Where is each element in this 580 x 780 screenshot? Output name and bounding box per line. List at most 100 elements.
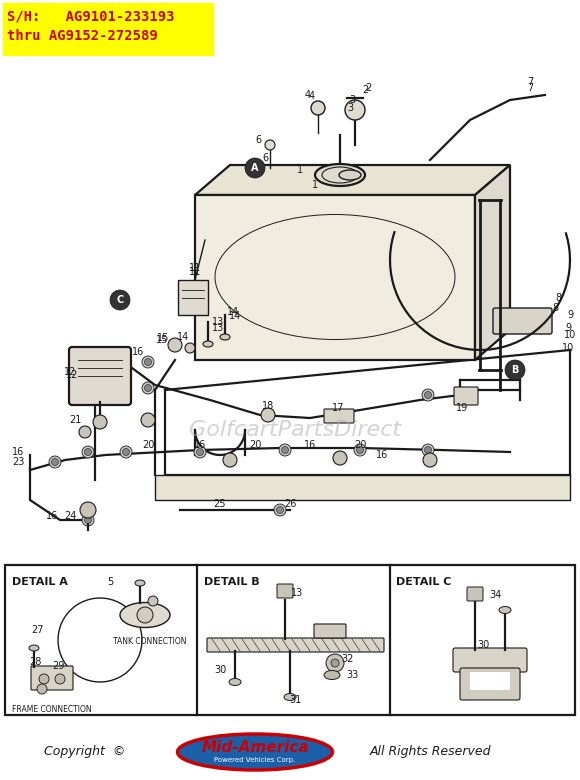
Ellipse shape [120, 602, 170, 627]
FancyBboxPatch shape [277, 584, 293, 598]
Text: C: C [117, 295, 124, 305]
Circle shape [142, 382, 154, 394]
Text: 8: 8 [555, 293, 561, 303]
Circle shape [141, 413, 155, 427]
Text: 11: 11 [189, 267, 201, 277]
Circle shape [82, 446, 94, 458]
Text: 6: 6 [255, 135, 261, 145]
Text: 14: 14 [229, 311, 241, 321]
Text: 15: 15 [157, 333, 169, 343]
Text: 16: 16 [12, 447, 24, 457]
Text: 26: 26 [284, 499, 296, 509]
Text: 2: 2 [365, 83, 371, 93]
Circle shape [55, 674, 65, 684]
Circle shape [148, 596, 158, 606]
Text: Powered Vehicles Corp.: Powered Vehicles Corp. [215, 757, 296, 763]
FancyBboxPatch shape [69, 347, 131, 405]
Text: 13: 13 [212, 317, 224, 327]
Bar [3, 3, 213, 55]
Circle shape [281, 446, 288, 453]
Bar [470, 672, 510, 690]
Circle shape [422, 389, 434, 401]
Ellipse shape [220, 334, 230, 340]
FancyBboxPatch shape [493, 308, 552, 334]
Text: 28: 28 [29, 657, 41, 667]
Polygon shape [195, 165, 510, 195]
Circle shape [505, 360, 525, 380]
Text: Copyright  ©: Copyright © [44, 746, 126, 758]
FancyBboxPatch shape [460, 668, 520, 700]
Circle shape [80, 502, 96, 518]
Circle shape [79, 426, 91, 438]
Bar [0, 55, 580, 570]
Text: FRAME CONNECTION: FRAME CONNECTION [12, 705, 92, 714]
Ellipse shape [315, 164, 365, 186]
FancyBboxPatch shape [467, 587, 483, 601]
Text: 25: 25 [214, 499, 226, 509]
Circle shape [425, 446, 432, 453]
Text: 7: 7 [527, 83, 533, 93]
Circle shape [357, 446, 364, 453]
Polygon shape [475, 165, 510, 360]
Circle shape [142, 356, 154, 368]
Circle shape [49, 456, 61, 468]
Ellipse shape [284, 693, 296, 700]
Text: 23: 23 [12, 457, 24, 467]
Circle shape [120, 446, 132, 458]
Circle shape [354, 444, 366, 456]
Text: DETAIL B: DETAIL B [204, 577, 260, 587]
Text: 20: 20 [142, 440, 154, 450]
Text: GolfcartPartsDirect: GolfcartPartsDirect [189, 420, 401, 440]
Circle shape [52, 459, 59, 466]
Circle shape [333, 451, 347, 465]
Text: 18: 18 [262, 401, 274, 411]
Circle shape [197, 448, 204, 456]
Circle shape [265, 140, 275, 150]
Circle shape [326, 654, 344, 672]
Circle shape [279, 444, 291, 456]
Text: 31: 31 [289, 695, 301, 705]
Text: 3: 3 [347, 103, 353, 113]
Circle shape [39, 674, 49, 684]
Text: 13: 13 [212, 323, 224, 333]
Circle shape [194, 446, 206, 458]
Text: 30: 30 [477, 640, 489, 650]
Text: 6: 6 [262, 153, 268, 163]
Circle shape [274, 504, 286, 516]
Bar [195, 195, 475, 360]
FancyBboxPatch shape [207, 638, 384, 652]
Text: 10: 10 [564, 330, 576, 340]
Text: 4: 4 [309, 91, 315, 101]
Circle shape [423, 453, 437, 467]
Bar [178, 280, 208, 315]
Ellipse shape [229, 679, 241, 686]
Text: 13: 13 [291, 588, 303, 598]
Circle shape [277, 506, 284, 513]
Text: All Rights Reserved: All Rights Reserved [369, 746, 491, 758]
Circle shape [459, 392, 466, 399]
Text: 16: 16 [376, 450, 388, 460]
Circle shape [137, 607, 153, 623]
Circle shape [311, 101, 325, 115]
Text: DETAIL C: DETAIL C [396, 577, 451, 587]
Ellipse shape [177, 734, 332, 770]
Text: 32: 32 [342, 654, 354, 664]
Text: A: A [251, 163, 259, 173]
Text: S/H:   AG9101-233193: S/H: AG9101-233193 [7, 9, 175, 23]
Text: 29: 29 [52, 661, 64, 671]
Ellipse shape [499, 607, 511, 614]
FancyBboxPatch shape [454, 387, 478, 405]
Ellipse shape [203, 341, 213, 347]
Circle shape [110, 290, 130, 310]
Text: 33: 33 [346, 670, 358, 680]
Text: 14: 14 [177, 332, 189, 342]
Text: 1: 1 [297, 165, 303, 175]
Text: 10: 10 [562, 343, 574, 353]
FancyBboxPatch shape [453, 648, 527, 672]
Text: 21: 21 [69, 415, 81, 425]
Circle shape [85, 516, 92, 523]
Text: 16: 16 [132, 347, 144, 357]
Text: 8: 8 [552, 303, 558, 313]
Ellipse shape [324, 671, 340, 679]
Text: 34: 34 [489, 590, 501, 600]
